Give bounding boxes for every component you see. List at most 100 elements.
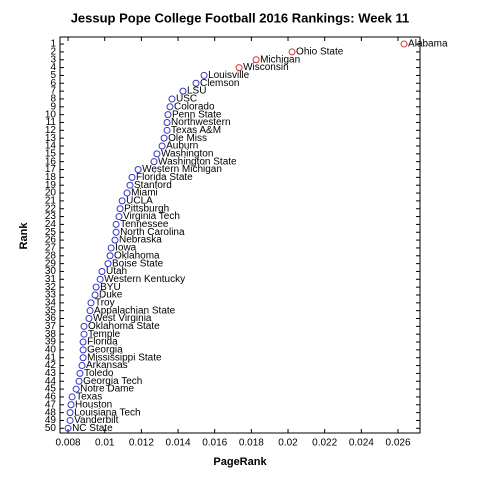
y-tick-label: 12: [45, 125, 57, 136]
point: [112, 228, 120, 236]
point-label: Troy: [95, 297, 115, 308]
point: [153, 150, 161, 158]
y-tick-label: 43: [45, 368, 57, 379]
x-tick-label: 0.01: [95, 438, 115, 449]
point-label: Nebraska: [119, 235, 162, 246]
point: [235, 64, 243, 72]
point-label: Appalachian State: [94, 305, 176, 316]
y-tick-label: 38: [45, 329, 57, 340]
y-tick-label: 23: [45, 211, 57, 222]
y-tick-label: 33: [45, 290, 57, 301]
point-label: Louisville: [208, 70, 250, 81]
point: [123, 189, 131, 197]
y-tick-label: 2: [50, 47, 56, 58]
point-label: NC State: [72, 423, 113, 434]
point-label: BYU: [100, 282, 121, 293]
y-tick-label: 21: [45, 196, 57, 207]
y-tick-label: 22: [45, 203, 57, 214]
point: [85, 315, 93, 323]
point: [68, 393, 76, 401]
point: [98, 267, 106, 275]
y-tick-label: 25: [45, 227, 57, 238]
point: [400, 40, 408, 48]
point: [64, 424, 72, 432]
point: [76, 369, 84, 377]
y-tick-label: 45: [45, 384, 57, 395]
point: [92, 283, 100, 291]
y-tick-label: 47: [45, 399, 57, 410]
y-tick-label: 10: [45, 109, 57, 120]
y-tick-label: 49: [45, 415, 57, 426]
point: [126, 181, 134, 189]
y-tick-label: 41: [45, 352, 57, 363]
point-label: Utah: [106, 266, 127, 277]
point: [179, 87, 187, 95]
y-tick-label: 20: [45, 188, 57, 199]
chart-title: Jessup Pope College Football 2016 Rankin…: [71, 10, 410, 25]
point-label: Stanford: [134, 180, 172, 191]
point: [134, 166, 142, 174]
point: [91, 291, 99, 299]
y-tick-label: 36: [45, 313, 57, 324]
point-label: Clemson: [200, 78, 239, 89]
point: [66, 416, 74, 424]
y-tick-label: 11: [46, 117, 57, 128]
point: [86, 307, 94, 315]
y-tick-label: 42: [45, 360, 57, 371]
point-label: Iowa: [115, 243, 137, 254]
point-label: LSU: [187, 86, 206, 97]
y-tick-label: 39: [45, 337, 57, 348]
point-label: Georgia: [87, 345, 123, 356]
x-tick-label: 0.018: [239, 438, 264, 449]
y-tick-label: 18: [45, 172, 57, 183]
y-tick-label: 14: [45, 141, 57, 152]
y-tick-label: 34: [45, 297, 57, 308]
point-label: West Virginia: [93, 313, 152, 324]
point-label: Western Kentucky: [104, 274, 185, 285]
point: [115, 213, 123, 221]
point-label: Pittsburgh: [124, 203, 169, 214]
point: [252, 56, 260, 64]
y-tick-label: 37: [45, 321, 57, 332]
y-tick-label: 35: [45, 305, 57, 316]
y-tick-label: 8: [50, 94, 56, 105]
point: [112, 220, 120, 228]
point-label: Houston: [75, 399, 112, 410]
y-tick-label: 5: [50, 70, 56, 81]
point-label: Boise State: [112, 258, 164, 269]
y-tick-label: 1: [50, 39, 56, 50]
y-tick-label: 27: [45, 243, 57, 254]
point: [192, 79, 200, 87]
y-tick-label: 48: [45, 407, 57, 418]
point-label: Texas: [76, 392, 102, 403]
point-label: Michigan: [260, 54, 300, 65]
y-tick-label: 4: [50, 62, 56, 73]
point: [96, 275, 104, 283]
point: [164, 111, 172, 119]
point: [78, 362, 86, 370]
point: [67, 401, 75, 409]
point: [80, 330, 88, 338]
y-tick-label: 15: [45, 148, 57, 159]
point: [168, 95, 176, 103]
y-tick-label: 46: [45, 392, 57, 403]
x-tick-label: 0.012: [129, 438, 154, 449]
point: [118, 197, 126, 205]
point-label: Washington: [161, 148, 213, 159]
point-label: Wisconsin: [243, 62, 289, 73]
point-label: Florida State: [136, 172, 193, 183]
point: [111, 236, 119, 244]
point-label: UCLA: [126, 196, 153, 207]
y-tick-label: 50: [45, 423, 57, 434]
point-label: Miami: [131, 188, 158, 199]
y-tick-label: 6: [50, 78, 56, 89]
y-tick-label: 16: [45, 156, 57, 167]
point-label: Florida: [87, 337, 118, 348]
point-label: Oklahoma: [114, 250, 160, 261]
y-tick-label: 19: [45, 180, 57, 191]
point: [87, 299, 95, 307]
x-tick-label: 0.02: [278, 438, 298, 449]
